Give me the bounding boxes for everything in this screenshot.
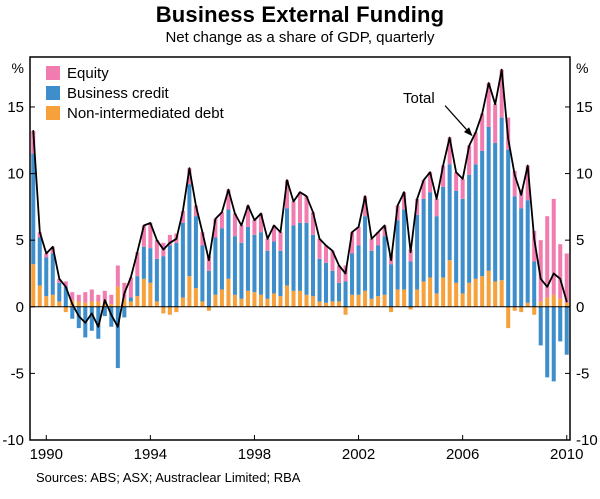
svg-text:1998: 1998 [238, 446, 271, 463]
svg-text:%: % [576, 60, 588, 76]
legend-label-non-intermediated-debt: Non-intermediated debt [67, 104, 224, 122]
legend-label-business-credit: Business credit [67, 84, 169, 102]
svg-text:10: 10 [7, 166, 24, 183]
svg-text:2002: 2002 [342, 446, 375, 463]
svg-text:-10: -10 [2, 432, 24, 449]
svg-text:1990: 1990 [30, 446, 63, 463]
legend: Equity Business credit Non-intermediated… [46, 63, 224, 123]
legend-item-non-intermediated-debt: Non-intermediated debt [46, 103, 224, 123]
svg-text:15: 15 [7, 99, 24, 116]
legend-label-equity: Equity [67, 64, 109, 82]
svg-text:0: 0 [16, 299, 24, 316]
svg-text:-10: -10 [576, 432, 598, 449]
svg-text:-5: -5 [11, 365, 24, 382]
svg-text:2010: 2010 [550, 446, 583, 463]
svg-text:15: 15 [576, 99, 593, 116]
svg-text:1994: 1994 [134, 446, 167, 463]
svg-text:10: 10 [576, 166, 593, 183]
total-line-annotation: Total [403, 90, 435, 107]
equity-swatch-icon [46, 66, 60, 80]
svg-text:-5: -5 [576, 365, 589, 382]
business-credit-swatch-icon [46, 86, 60, 100]
legend-item-equity: Equity [46, 63, 224, 83]
svg-text:5: 5 [16, 232, 24, 249]
svg-text:5: 5 [576, 232, 584, 249]
legend-item-business-credit: Business credit [46, 83, 224, 103]
svg-text:%: % [12, 60, 24, 76]
svg-text:2006: 2006 [446, 446, 479, 463]
non-intermediated-debt-swatch-icon [46, 106, 60, 120]
chart-subtitle: Net change as a share of GDP, quarterly [165, 29, 435, 46]
svg-text:0: 0 [576, 299, 584, 316]
sources-note: Sources: ABS; ASX; Austraclear Limited; … [36, 470, 301, 485]
chart-title: Business External Funding [155, 2, 445, 27]
